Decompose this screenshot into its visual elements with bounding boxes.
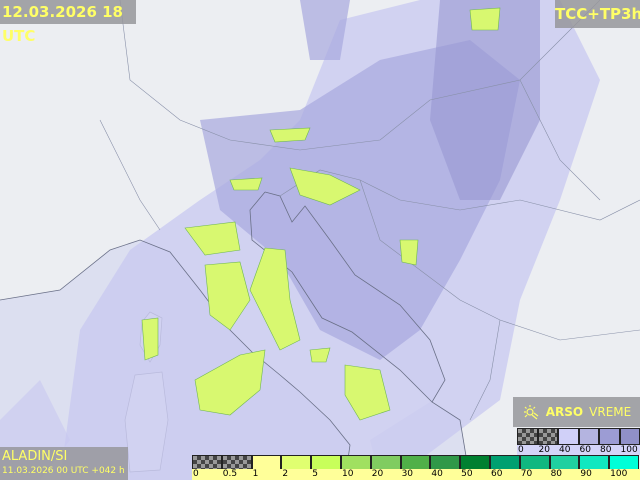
brand-name-bold: ARSO (545, 405, 584, 419)
valid-time-label: 12.03.2026 18 UTC (0, 0, 136, 45)
legend-label: 60 (579, 445, 591, 455)
legend-swatch (281, 455, 312, 470)
legend-label: 10 (341, 469, 354, 479)
legend-swatch (251, 455, 282, 470)
arso-logo: ARSO VREME (513, 397, 640, 427)
legend-swatch (579, 455, 610, 470)
legend-swatch (192, 455, 222, 470)
sun-cloud-icon (523, 405, 539, 420)
model-info: ALADIN/SI 11.03.2026 00 UTC +042 h (0, 447, 128, 480)
legend-label: 0 (193, 469, 199, 479)
legend-swatch (599, 428, 620, 445)
legend-swatch (619, 428, 640, 445)
product-label: TCC+TP3h (555, 0, 640, 28)
legend-label: 80 (600, 445, 612, 455)
legend-label: 40 (559, 445, 571, 455)
legend-swatch (519, 455, 550, 470)
legend-label: 0 (518, 445, 524, 455)
legend-swatch (340, 455, 371, 470)
legend-swatch (517, 428, 538, 445)
legend-swatch (537, 428, 558, 445)
legend-label: 30 (401, 469, 414, 479)
model-name: ALADIN/SI (2, 449, 68, 464)
cloud-cover-legend-labels: 0 20 40 60 80 100 (517, 445, 640, 455)
legend-swatch (430, 455, 461, 470)
model-run: 11.03.2026 00 UTC +042 h (2, 466, 125, 476)
legend-swatch (370, 455, 401, 470)
cloud-cover-legend (517, 428, 640, 445)
legend-label: 100 (620, 445, 638, 455)
legend-swatch (460, 455, 490, 470)
legend-label: 2 (282, 469, 289, 479)
legend-label: 60 (490, 469, 503, 479)
legend-label: 40 (431, 469, 443, 479)
precipitation-legend-labels: 0 0.5 1 2 5 10 20 30 40 50 60 70 80 90 100 (192, 469, 640, 480)
legend-swatch (400, 455, 431, 470)
legend-swatch (578, 428, 599, 445)
legend-swatch (489, 455, 520, 470)
legend-label: 70 (520, 469, 533, 479)
legend-label: 90 (580, 469, 592, 479)
legend-label: 0.5 (222, 469, 238, 479)
legend-label: 20 (538, 445, 550, 455)
legend-swatch (221, 455, 252, 470)
legend-label: 5 (312, 469, 318, 479)
legend-label: 1 (252, 469, 259, 479)
legend-swatch (558, 428, 579, 445)
legend-swatch (311, 455, 341, 470)
country-borders (99, 0, 640, 421)
legend-label: 20 (371, 469, 384, 479)
precipitation (141, 7, 501, 421)
legend-swatch (609, 455, 639, 470)
legend-label: 100 (610, 469, 628, 479)
legend-label: 80 (550, 469, 563, 479)
legend-swatch (549, 455, 580, 470)
legend-label: 50 (461, 469, 473, 479)
brand-name-light: VREME (589, 405, 632, 419)
precipitation-legend (192, 455, 639, 470)
